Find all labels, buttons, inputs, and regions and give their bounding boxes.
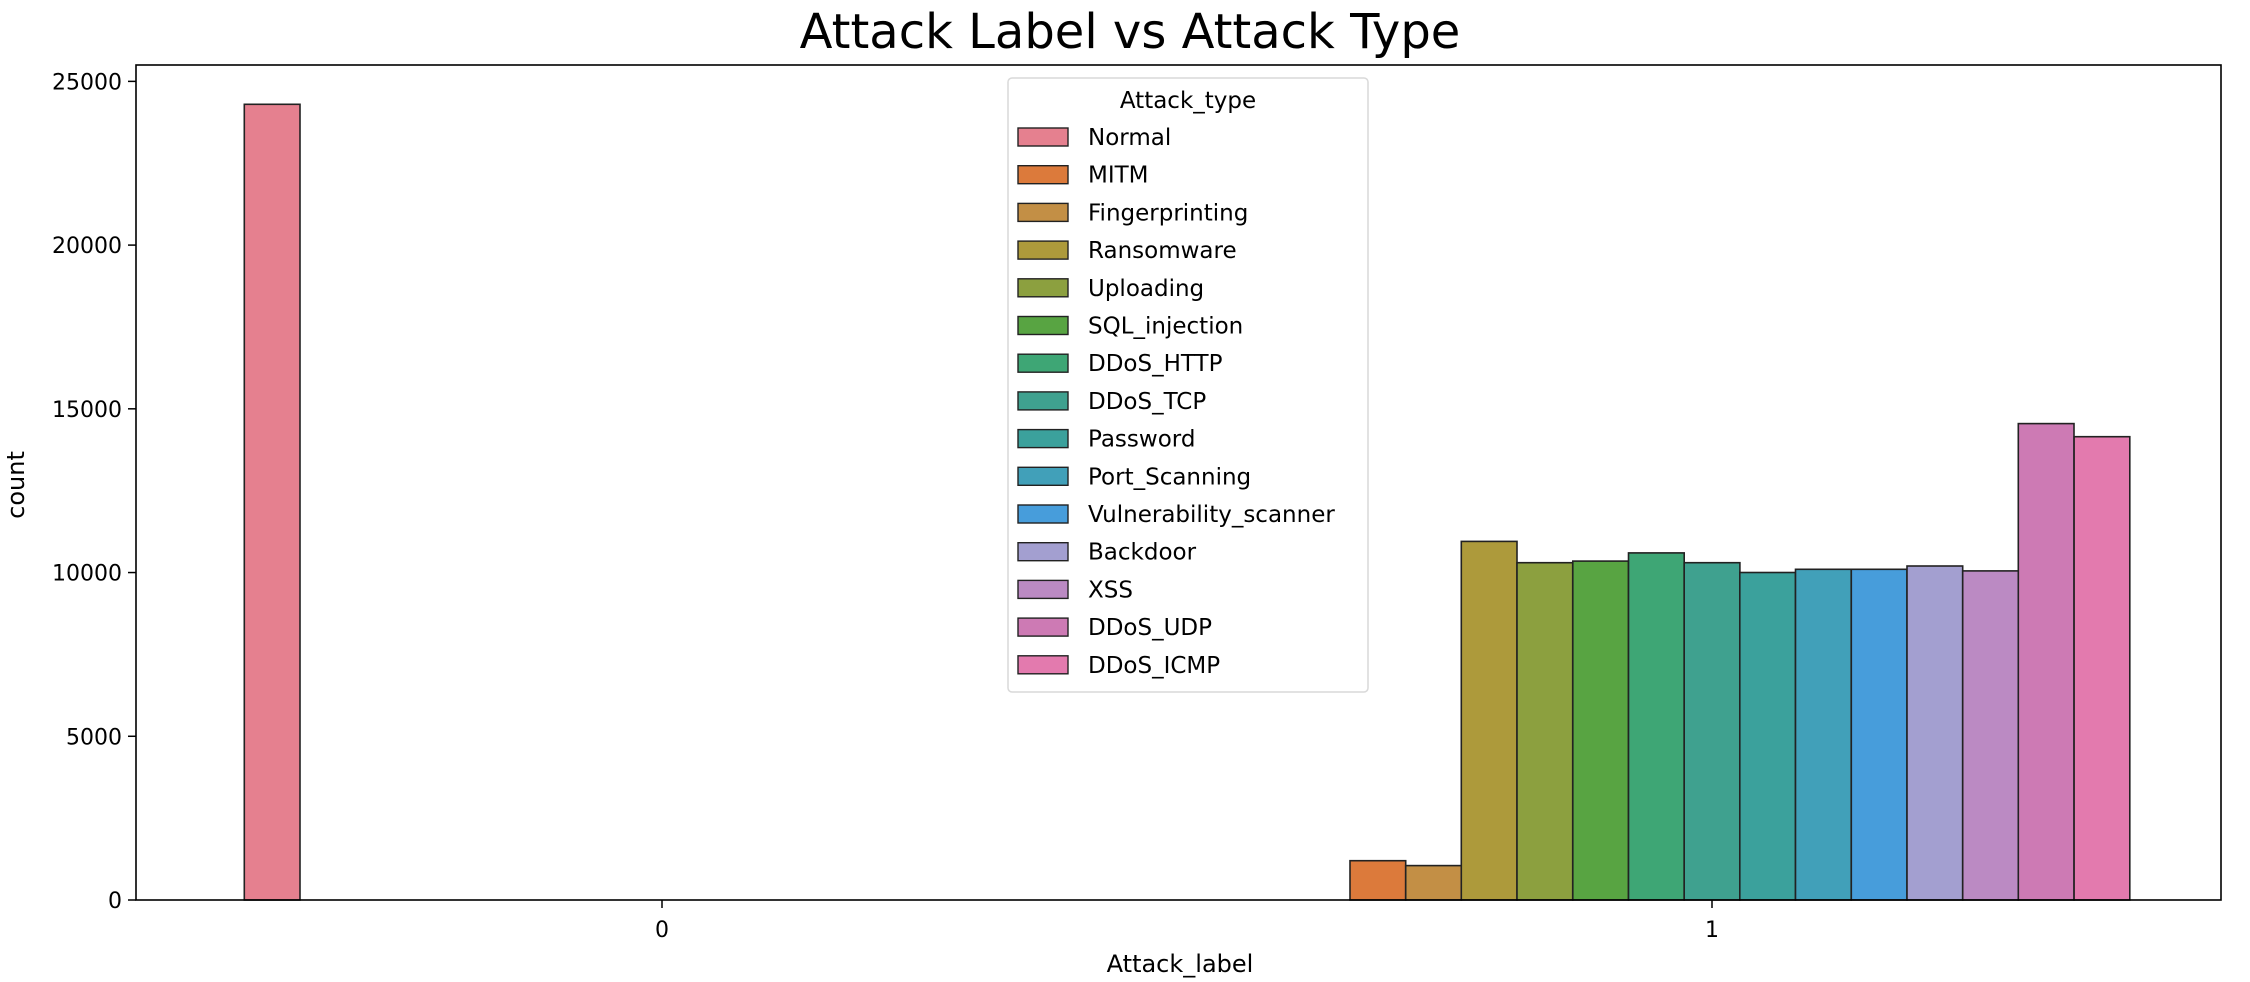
legend-swatch-ddos-icmp	[1017, 655, 1069, 675]
x-tick-label: 0	[655, 918, 669, 943]
y-tick-label: 15000	[52, 398, 122, 423]
y-tick-label: 25000	[52, 70, 122, 95]
legend-label-normal: Normal	[1088, 125, 1171, 151]
legend-label-port-scanning: Port_Scanning	[1088, 464, 1251, 490]
legend-swatch-port-scanning	[1017, 466, 1069, 486]
legend-label-mitm: MITM	[1088, 163, 1149, 189]
legend-label-sql-injection: SQL_injection	[1088, 314, 1243, 340]
bar-ddos-udp-label-1	[2017, 422, 2075, 901]
legend-swatch-vulnerability-scanner	[1017, 504, 1069, 524]
legend-swatch-xss	[1017, 579, 1069, 600]
y-axis-ticks: 0 5000 10000 15000 20000 25000	[52, 70, 136, 914]
legend-box	[1007, 77, 1369, 693]
legend-items: Normal MITM Fingerprinting Ransomware Upload…	[1017, 125, 1335, 679]
bar-ddos-icmp-label-1	[2073, 435, 2131, 901]
legend-label-uploading: Uploading	[1088, 276, 1204, 302]
bar-vulnerability-scanner-label-1	[1850, 568, 1908, 901]
legend-swatch-ransomware	[1017, 240, 1069, 260]
legend-label-password: Password	[1088, 427, 1195, 453]
x-tick-label: 1	[1705, 918, 1719, 943]
legend-label-backdoor: Backdoor	[1088, 540, 1197, 566]
bar-port-scanning-label-1	[1794, 568, 1853, 901]
bar-ddos-tcp-label-1	[1683, 561, 1741, 901]
legend: Attack_type Normal MITM Fingerprinting Rans…	[1007, 77, 1369, 693]
legend-swatch-fingerprinting	[1017, 202, 1069, 223]
legend-swatch-ddos-tcp	[1017, 391, 1069, 411]
legend-label-ddos-tcp: DDoS_TCP	[1088, 389, 1206, 415]
bar-password-label-1	[1739, 571, 1797, 901]
y-tick-label: 5000	[66, 725, 122, 750]
legend-label-xss: XSS	[1088, 577, 1133, 603]
bar-backdoor-label-1	[1906, 565, 1964, 901]
legend-label-ransomware: Ransomware	[1088, 238, 1237, 264]
bar-ransomware-label-1	[1460, 540, 1518, 901]
legend-label-ddos-icmp: DDoS_ICMP	[1088, 653, 1220, 679]
y-tick-label: 10000	[52, 562, 122, 587]
legend-swatch-normal	[1017, 127, 1069, 147]
legend-swatch-password	[1017, 428, 1069, 449]
legend-swatch-backdoor	[1017, 542, 1069, 562]
bar-uploading-label-1	[1516, 561, 1574, 901]
legend-swatch-ddos-udp	[1017, 617, 1069, 637]
bar-fingerprinting-label-1	[1404, 864, 1463, 901]
legend-label-ddos-udp: DDoS_UDP	[1088, 615, 1212, 641]
chart-title: Attack Label vs Attack Type	[800, 4, 1461, 60]
legend-swatch-mitm	[1017, 164, 1069, 185]
y-tick-label: 0	[108, 889, 122, 914]
bar-normal-label-0	[243, 103, 301, 901]
bar-xss-label-1	[1961, 570, 2020, 901]
legend-label-ddos-http: DDoS_HTTP	[1088, 351, 1223, 377]
legend-swatch-uploading	[1017, 278, 1069, 298]
bar-sql-injection-label-1	[1572, 560, 1630, 901]
bars-group	[243, 103, 2131, 901]
x-axis-title: Attack_label	[1107, 950, 1254, 978]
y-axis-title: count	[2, 451, 30, 519]
bar-mitm-label-1	[1349, 859, 1407, 901]
legend-label-vulnerability-scanner: Vulnerability_scanner	[1088, 502, 1335, 528]
legend-swatch-sql-injection	[1017, 315, 1069, 336]
bar-ddos-http-label-1	[1627, 552, 1686, 901]
legend-label-fingerprinting: Fingerprinting	[1088, 200, 1248, 226]
plot-frame	[135, 64, 2222, 901]
legend-title: Attack_type	[1120, 88, 1256, 114]
legend-swatch-ddos-http	[1017, 353, 1069, 373]
y-tick-label: 20000	[52, 234, 122, 259]
